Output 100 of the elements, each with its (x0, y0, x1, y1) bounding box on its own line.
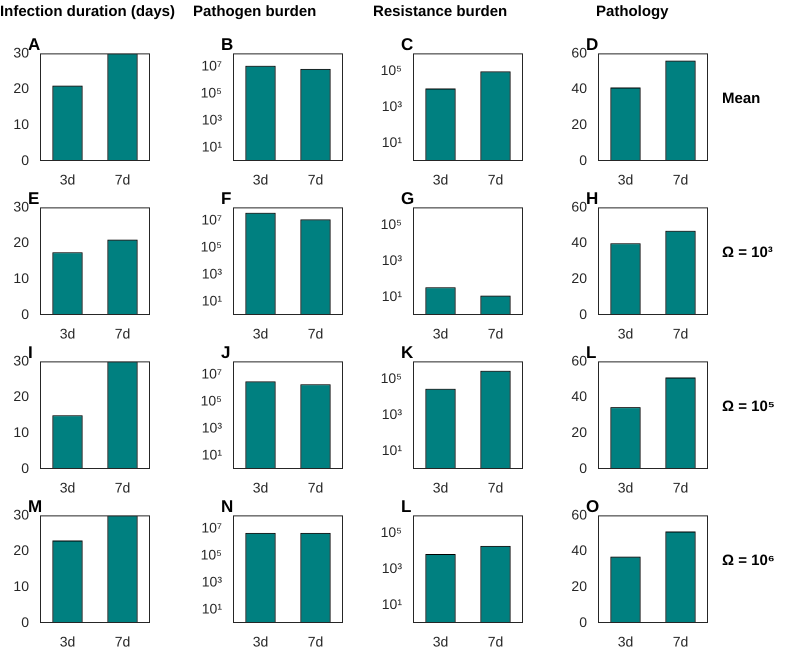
y-tick-label: 30 (13, 198, 30, 214)
x-tick-label: 3d (60, 171, 76, 188)
y-tick-label: 20 (571, 270, 588, 286)
chart-title: B (221, 35, 234, 55)
y-tick-label: 10¹ (382, 288, 402, 304)
y-tick-label: 20 (13, 234, 30, 250)
x-tick-label: 7d (308, 325, 324, 342)
y-tick-label: 10⁵ (380, 524, 402, 540)
x-tick-label: 7d (114, 479, 130, 496)
x-tick-label: 3d (252, 325, 268, 342)
y-tick-label: 30 (13, 352, 30, 368)
x-tick-label: 7d (488, 479, 504, 496)
y-tick-label: 10¹ (202, 446, 222, 462)
y-tick-label: 40 (571, 388, 588, 404)
chart-title: O (586, 497, 600, 516)
y-tick-label: 10⁷ (201, 520, 222, 536)
y-tick-label: 10⁵ (200, 546, 222, 563)
x-tick-label: 3d (432, 171, 448, 188)
x-tick-label: 7d (114, 633, 130, 650)
x-tick-label: 3d (60, 325, 76, 342)
y-tick-label: 0 (579, 306, 588, 322)
y-tick-label: 10¹ (382, 596, 402, 612)
y-tick-label: 10⁷ (201, 58, 222, 74)
chart-title: J (221, 343, 230, 363)
x-tick-label: 7d (308, 633, 324, 650)
x-tick-label: 3d (618, 479, 634, 496)
text: Ω = 10³ (722, 244, 773, 261)
x-tick-label: 3d (432, 633, 448, 650)
x-tick-label: 7d (672, 479, 688, 496)
y-tick-label: 60 (571, 352, 588, 368)
y-tick-label: 40 (571, 542, 588, 558)
y-tick-label: 10¹ (202, 600, 222, 616)
y-tick-label: 10¹ (382, 442, 402, 458)
y-tick-label: 0 (579, 152, 588, 168)
x-tick-label: 7d (672, 633, 688, 650)
x-tick-label: 7d (308, 171, 324, 188)
y-tick-label: 10³ (382, 406, 402, 422)
chart-title: K (401, 343, 414, 363)
y-tick-label: 20 (13, 388, 30, 404)
y-tick-label: 10⁵ (380, 62, 402, 78)
x-tick-label: 7d (488, 325, 504, 342)
y-tick-label: 30 (13, 44, 30, 60)
y-tick-label: 0 (579, 614, 588, 630)
y-tick-label: 10³ (382, 252, 402, 268)
chart-title: I (28, 343, 33, 362)
y-tick-label: 10³ (202, 420, 222, 436)
x-tick-label: 3d (432, 325, 448, 342)
x-tick-label: 3d (618, 633, 634, 650)
y-tick-label: 10³ (382, 560, 402, 576)
y-tick-label: 40 (571, 234, 588, 250)
chart-title: A (28, 35, 40, 54)
chart-title: L (586, 343, 596, 362)
chart-subtitle: Infection duration (days) (0, 2, 176, 22)
x-tick-label: 3d (618, 325, 634, 342)
x-tick-label: 7d (488, 633, 504, 650)
chart-title: G (401, 189, 414, 209)
y-tick-label: 10⁷ (201, 366, 222, 382)
y-tick-label: 10⁵ (200, 238, 222, 255)
y-tick-label: 10 (13, 270, 30, 286)
x-tick-label: 7d (114, 171, 130, 188)
y-tick-label: 10¹ (382, 134, 402, 150)
y-tick-label: 10³ (202, 574, 222, 590)
y-tick-label: 30 (13, 506, 30, 522)
x-tick-label: 7d (308, 479, 324, 496)
y-tick-label: 10³ (202, 112, 222, 128)
y-tick-label: 10⁵ (380, 370, 402, 386)
chart-title: C (401, 35, 414, 55)
y-tick-label: 0 (579, 460, 588, 476)
x-tick-label: 3d (252, 633, 268, 650)
y-tick-label: 0 (21, 152, 30, 168)
x-tick-label: 3d (252, 479, 268, 496)
x-tick-label: 7d (672, 325, 688, 342)
y-tick-label: 10³ (202, 266, 222, 282)
chart-title: F (221, 189, 232, 209)
y-tick-label: 10⁷ (201, 212, 222, 228)
x-tick-label: 3d (252, 171, 268, 188)
text: Ω = 10⁶ (722, 552, 775, 569)
text: Ω = 10⁵ (722, 398, 775, 415)
y-tick-label: 20 (571, 578, 588, 594)
y-tick-label: 10⁵ (200, 392, 222, 409)
chart-title: H (586, 189, 598, 208)
y-tick-label: 10⁵ (200, 84, 222, 101)
x-tick-label: 3d (60, 633, 76, 650)
y-tick-label: 60 (571, 44, 588, 60)
y-tick-label: 10 (13, 578, 30, 594)
x-tick-label: 7d (114, 325, 130, 342)
y-tick-label: 20 (13, 542, 30, 558)
y-tick-label: 20 (571, 424, 588, 440)
y-tick-label: 60 (571, 198, 588, 214)
chart-title: D (586, 35, 598, 54)
text: Mean (722, 90, 760, 107)
x-tick-label: 3d (432, 479, 448, 496)
chart-subtitle: Resistance burden (373, 2, 508, 22)
y-tick-label: 10⁵ (380, 216, 402, 232)
y-tick-label: 0 (21, 614, 30, 630)
y-tick-label: 20 (571, 116, 588, 132)
y-tick-label: 40 (571, 80, 588, 96)
chart-title: N (221, 497, 234, 517)
y-tick-label: 0 (21, 306, 30, 322)
x-tick-label: 7d (488, 171, 504, 188)
